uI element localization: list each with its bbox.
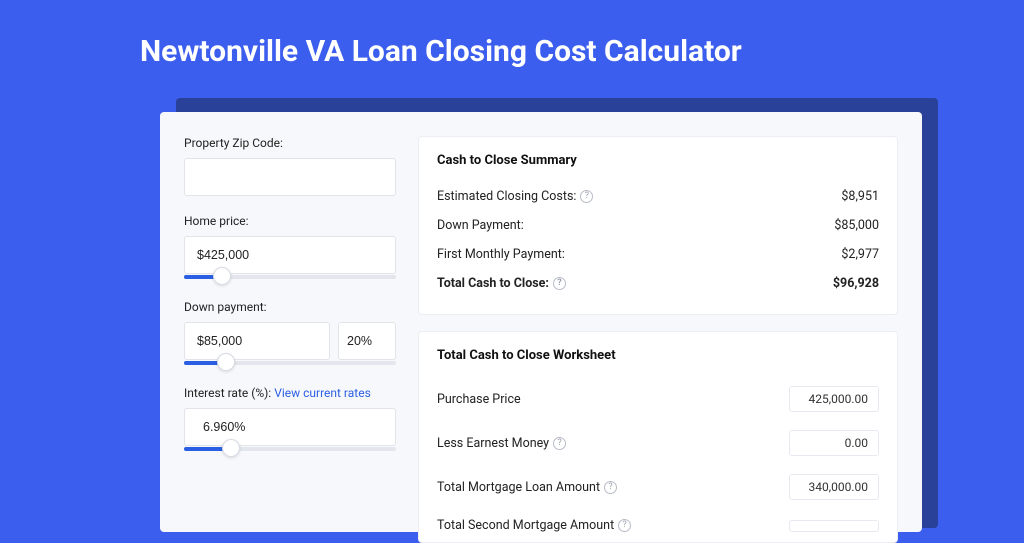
down-payment-input[interactable] <box>184 322 330 360</box>
view-rates-link[interactable]: View current rates <box>274 386 371 400</box>
worksheet-row-label: Total Second Mortgage Amount? <box>437 518 631 533</box>
worksheet-row: Total Mortgage Loan Amount? 340,000.00 <box>437 465 879 509</box>
summary-row-label: First Monthly Payment: <box>437 247 565 262</box>
worksheet-row-label: Total Mortgage Loan Amount? <box>437 480 617 495</box>
summary-row-label: Down Payment: <box>437 218 524 233</box>
interest-rate-label: Interest rate (%): View current rates <box>184 386 396 400</box>
worksheet-row-label: Purchase Price <box>437 392 521 407</box>
zip-field: Property Zip Code: <box>184 136 396 196</box>
down-payment-field: Down payment: <box>184 300 396 368</box>
calculator-card: Property Zip Code: Home price: Down paym… <box>160 112 922 532</box>
summary-row-value: $96,928 <box>833 276 879 291</box>
down-payment-slider[interactable] <box>184 358 396 368</box>
zip-label: Property Zip Code: <box>184 136 396 150</box>
results-column: Cash to Close Summary Estimated Closing … <box>418 136 898 532</box>
page-title: Newtonville VA Loan Closing Cost Calcula… <box>0 0 1024 69</box>
interest-rate-label-text: Interest rate (%): <box>184 386 274 400</box>
worksheet-title: Total Cash to Close Worksheet <box>437 348 879 363</box>
help-icon[interactable]: ? <box>618 519 631 532</box>
help-icon[interactable]: ? <box>553 277 566 290</box>
interest-rate-input[interactable] <box>184 408 396 446</box>
worksheet-panel: Total Cash to Close Worksheet Purchase P… <box>418 331 898 543</box>
worksheet-row-value: 340,000.00 <box>789 474 879 500</box>
summary-row: Total Cash to Close:? $96,928 <box>437 269 879 298</box>
down-payment-label: Down payment: <box>184 300 396 314</box>
interest-rate-field: Interest rate (%): View current rates <box>184 386 396 454</box>
slider-thumb[interactable] <box>217 353 235 371</box>
home-price-label: Home price: <box>184 214 396 228</box>
summary-row: First Monthly Payment: $2,977 <box>437 240 879 269</box>
summary-row-value: $85,000 <box>834 218 879 233</box>
interest-rate-slider[interactable] <box>184 444 396 454</box>
summary-row: Estimated Closing Costs:? $8,951 <box>437 182 879 211</box>
slider-thumb[interactable] <box>222 439 240 457</box>
summary-row-value: $8,951 <box>841 189 879 204</box>
worksheet-row-value <box>789 520 879 532</box>
help-icon[interactable]: ? <box>604 481 617 494</box>
home-price-field: Home price: <box>184 214 396 282</box>
home-price-slider[interactable] <box>184 272 396 282</box>
worksheet-row-label: Less Earnest Money? <box>437 436 566 451</box>
help-icon[interactable]: ? <box>580 190 593 203</box>
summary-title: Cash to Close Summary <box>437 153 879 168</box>
input-column: Property Zip Code: Home price: Down paym… <box>184 136 396 532</box>
summary-panel: Cash to Close Summary Estimated Closing … <box>418 136 898 315</box>
help-icon[interactable]: ? <box>553 437 566 450</box>
down-payment-pct-input[interactable] <box>338 322 396 360</box>
summary-row-label: Estimated Closing Costs:? <box>437 189 593 204</box>
worksheet-row: Total Second Mortgage Amount? <box>437 509 879 542</box>
summary-row-value: $2,977 <box>841 247 879 262</box>
slider-thumb[interactable] <box>213 267 231 285</box>
worksheet-row-value: 425,000.00 <box>789 386 879 412</box>
worksheet-row-value: 0.00 <box>789 430 879 456</box>
zip-input[interactable] <box>184 158 396 196</box>
summary-row-label: Total Cash to Close:? <box>437 276 566 291</box>
worksheet-row: Purchase Price 425,000.00 <box>437 377 879 421</box>
summary-row: Down Payment: $85,000 <box>437 211 879 240</box>
worksheet-row: Less Earnest Money? 0.00 <box>437 421 879 465</box>
